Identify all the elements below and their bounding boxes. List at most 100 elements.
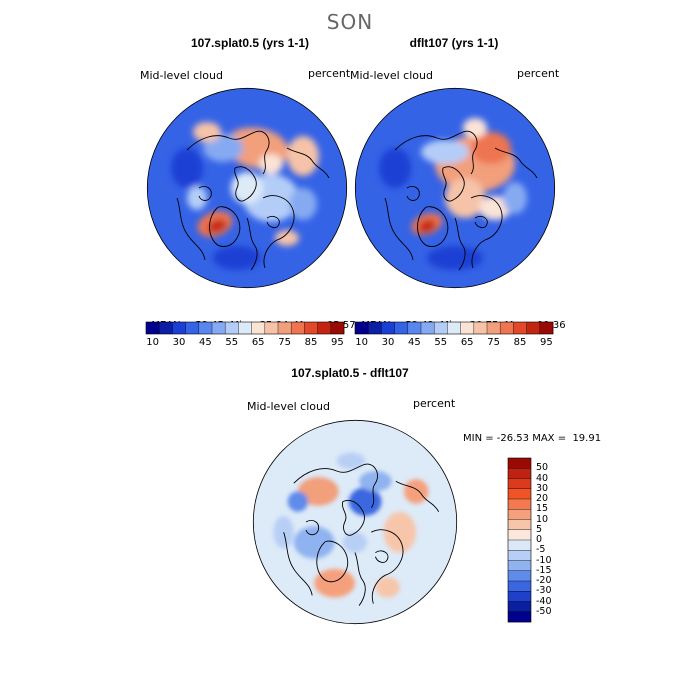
- colorbar-swatch: [394, 322, 409, 334]
- colorbar-swatch: [513, 322, 527, 334]
- coastline: [246, 217, 258, 271]
- map-field-patch: [403, 479, 429, 504]
- colorbar-tick-label: 85: [513, 337, 527, 348]
- colorbar-swatch: [460, 322, 475, 334]
- colorbar-swatch: [508, 601, 531, 613]
- panel-3-colorbar: [507, 457, 532, 623]
- coastline: [262, 195, 295, 269]
- map-field-patch: [342, 532, 368, 553]
- colorbar-tick-label: 65: [251, 337, 265, 348]
- colorbar-swatch: [508, 581, 531, 592]
- map-boundary: [252, 419, 458, 625]
- coastline: [394, 130, 478, 175]
- map-field-patch: [231, 172, 263, 204]
- colorbar-swatch: [291, 322, 305, 334]
- colorbar-frame: [145, 321, 345, 335]
- map-field-patch: [293, 526, 335, 559]
- colorbar-swatch: [407, 322, 422, 334]
- colorbar-swatch: [355, 322, 369, 334]
- colorbar-swatch: [508, 550, 531, 561]
- colorbar-swatch: [508, 468, 531, 479]
- colorbar-tick-label: 55: [225, 337, 239, 348]
- colorbar-swatch: [508, 519, 531, 531]
- map-field-patch: [471, 132, 511, 164]
- map-field-patch: [289, 188, 317, 220]
- map-field-patch: [171, 148, 203, 188]
- coastline: [406, 185, 420, 201]
- coastline: [470, 195, 503, 269]
- coastline: [474, 215, 488, 229]
- colorbar-swatch: [500, 322, 514, 334]
- colorbar-tick-label: 95: [540, 337, 553, 348]
- map-field-patch: [213, 246, 261, 270]
- map-field-patch: [383, 511, 417, 553]
- colorbar-swatch: [238, 322, 252, 334]
- season-title: SON: [326, 10, 374, 34]
- map-field-patch: [421, 140, 469, 164]
- colorbar-swatch: [508, 591, 531, 602]
- map-field-patch: [275, 230, 299, 246]
- colorbar-tick-label: 75: [278, 337, 291, 348]
- colorbar-level-label: 15: [536, 503, 549, 515]
- colorbar-swatch: [185, 322, 200, 334]
- colorbar-swatch: [198, 322, 213, 334]
- colorbar-tick-label: 65: [460, 337, 474, 348]
- colorbar-level-label: 40: [536, 472, 549, 484]
- panel-3-polar-map: [252, 419, 458, 625]
- map-field-patch: [375, 577, 400, 598]
- colorbar-level-label: 0: [536, 534, 543, 545]
- colorbar-swatch: [146, 322, 160, 334]
- coastline: [374, 550, 389, 563]
- panel-1-colorbar-ticks: 10 30 45 55 65 75 85 95: [146, 337, 344, 349]
- colorbar-tick-label: 30: [172, 337, 186, 348]
- colorbar-level-label: 30: [536, 482, 549, 494]
- coastline: [371, 529, 404, 604]
- colorbar-swatch: [225, 322, 239, 334]
- colorbar-swatch: [421, 322, 435, 334]
- panel-3-minmax: MIN = -26.53 MAX = 19.91: [463, 433, 602, 444]
- colorbar-tick-label: 45: [199, 337, 212, 348]
- map-field-patch: [359, 471, 392, 492]
- map-field-patch: [463, 118, 487, 138]
- map-field-patch: [187, 186, 207, 210]
- panel-1-colorbar: [145, 321, 345, 335]
- map-field-patch: [287, 136, 319, 176]
- panel-2-polar-map: [354, 87, 556, 289]
- colorbar-swatch: [212, 322, 226, 334]
- colorbar-swatch: [317, 322, 332, 334]
- coastline: [176, 197, 206, 261]
- colorbar-swatch: [539, 322, 554, 334]
- map-field-patch: [336, 452, 366, 469]
- colorbar-level-label: 10: [536, 513, 549, 525]
- coastline: [234, 166, 257, 202]
- colorbar-swatch: [159, 322, 173, 334]
- panel-2-title: dflt107 (yrs 1-1): [409, 36, 499, 50]
- coastline: [341, 499, 365, 536]
- panel-2-colorbar-ticks: 10 30 45 55 65 75 85 95: [355, 337, 553, 349]
- colorbar-level-label: -5: [536, 544, 546, 556]
- colorbar-swatch: [434, 322, 448, 334]
- coastline: [442, 166, 465, 202]
- coastline: [186, 130, 270, 175]
- colorbar-level-label: -10: [536, 554, 552, 566]
- colorbar-swatch: [508, 488, 531, 500]
- colorbar-tick-label: 85: [304, 337, 318, 348]
- map-field-patch: [297, 477, 339, 506]
- panel-2-variable-label: Mid-level cloud: [350, 69, 433, 82]
- coastline: [417, 206, 449, 247]
- panel-3-title: 107.splat0.5 - dflt107: [291, 366, 409, 380]
- map-field-patch: [479, 196, 511, 220]
- colorbar-tick-label: 55: [434, 337, 448, 348]
- colorbar-swatch: [172, 322, 186, 334]
- colorbar-swatch: [487, 322, 501, 334]
- panel-1-title: 107.splat0.5 (yrs 1-1): [190, 36, 310, 50]
- panel-3-variable-label: Mid-level cloud: [247, 400, 330, 413]
- map-field-patch: [207, 219, 227, 233]
- colorbar-swatch: [508, 560, 531, 572]
- colorbar-swatch: [526, 322, 541, 334]
- coastline: [198, 185, 212, 201]
- colorbar-tick-label: 45: [408, 337, 421, 348]
- colorbar-swatch: [508, 529, 531, 541]
- colorbar-swatch: [447, 322, 461, 334]
- coastline: [293, 463, 378, 508]
